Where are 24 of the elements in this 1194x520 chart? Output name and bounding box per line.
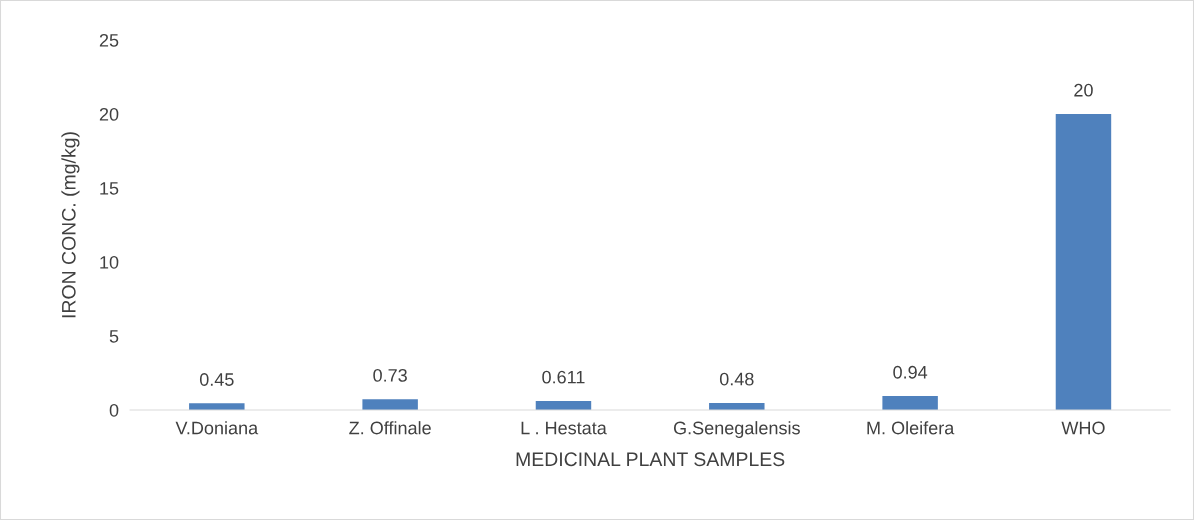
x-tick-label: Z. Offinale — [349, 421, 431, 435]
y-tick-label: 20 — [99, 107, 119, 121]
data-label: 0.94 — [893, 365, 928, 379]
y-tick-label: 10 — [100, 255, 119, 269]
y-tick-label: 0 — [109, 403, 119, 417]
bar — [189, 403, 245, 411]
x-tick-label: WHO — [1061, 421, 1105, 435]
bar — [882, 396, 938, 411]
x-tick-label: V.Doniana — [175, 421, 259, 435]
x-tick-label: L . Hestata — [521, 421, 607, 435]
y-tick-label: 15 — [100, 182, 119, 195]
bar — [1055, 114, 1112, 411]
x-axis-title: MEDICINAL PLANT SAMPLES — [516, 452, 785, 467]
y-axis-title: IRON CONC. (mg/kg) — [61, 132, 80, 318]
data-label: 0.48 — [719, 372, 754, 386]
data-label: 20 — [1074, 83, 1093, 97]
x-tick-label: G.Senegalensis — [673, 421, 800, 438]
data-label: 0.73 — [373, 368, 407, 382]
y-tick-label: 5 — [109, 330, 119, 343]
bar — [362, 399, 418, 411]
data-label: 0.45 — [199, 373, 234, 386]
y-tick-label: 25 — [99, 33, 119, 47]
x-tick-label: M. Oleifera — [867, 421, 955, 435]
data-label: 0.611 — [542, 370, 585, 384]
